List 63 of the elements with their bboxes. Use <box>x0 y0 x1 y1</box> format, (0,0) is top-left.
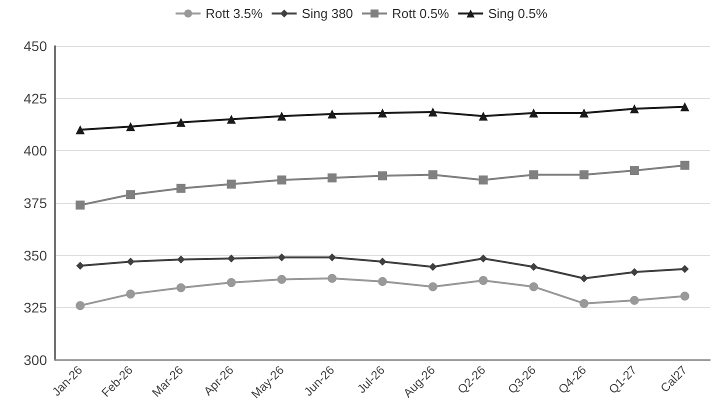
point <box>226 180 236 189</box>
point <box>428 262 437 271</box>
point <box>226 278 236 288</box>
point <box>529 108 538 118</box>
point <box>328 274 337 283</box>
y-tick-label: 375 <box>24 195 48 211</box>
point <box>630 268 638 276</box>
point <box>126 190 136 200</box>
point <box>428 282 438 292</box>
point <box>529 170 538 180</box>
point <box>428 107 438 116</box>
point <box>680 102 690 112</box>
point <box>328 110 337 119</box>
point <box>580 170 589 180</box>
legend-label: Sing 0.5% <box>488 6 548 21</box>
point <box>277 175 286 184</box>
point <box>478 276 488 285</box>
point <box>176 256 185 264</box>
point <box>277 274 286 284</box>
point <box>328 253 336 262</box>
point <box>176 184 186 193</box>
point <box>680 264 689 273</box>
point <box>630 104 639 114</box>
point <box>378 108 387 118</box>
point <box>630 166 639 176</box>
point <box>126 122 136 132</box>
point <box>478 112 488 121</box>
point <box>580 108 589 118</box>
point <box>328 173 337 182</box>
point <box>479 254 488 262</box>
y-tick-label: 325 <box>24 300 48 316</box>
point <box>580 274 588 282</box>
point <box>176 283 186 292</box>
point <box>76 125 85 134</box>
point <box>378 258 386 266</box>
point <box>428 170 438 180</box>
legend-label: Rott 3.5% <box>206 6 264 21</box>
y-tick-label: 450 <box>24 38 48 54</box>
point <box>378 277 387 286</box>
y-tick-label: 300 <box>24 352 48 368</box>
y-tick-label: 425 <box>24 90 48 106</box>
point <box>126 258 135 266</box>
point <box>227 254 236 262</box>
point <box>580 298 589 308</box>
y-tick-label: 400 <box>24 142 48 159</box>
point <box>277 112 286 121</box>
point <box>176 118 186 127</box>
point <box>76 262 84 270</box>
point <box>529 282 538 292</box>
point <box>530 262 538 271</box>
point <box>478 175 488 184</box>
legend-label: Sing 380 <box>302 6 354 21</box>
point <box>680 160 690 170</box>
y-tick-label: 350 <box>24 247 48 264</box>
point <box>680 292 690 301</box>
point <box>630 296 639 305</box>
legend-label: Rott 0.5% <box>392 6 450 21</box>
point <box>76 301 85 310</box>
point <box>76 200 85 210</box>
point <box>226 114 236 124</box>
point <box>278 253 286 262</box>
point <box>378 171 387 180</box>
point <box>126 290 136 299</box>
